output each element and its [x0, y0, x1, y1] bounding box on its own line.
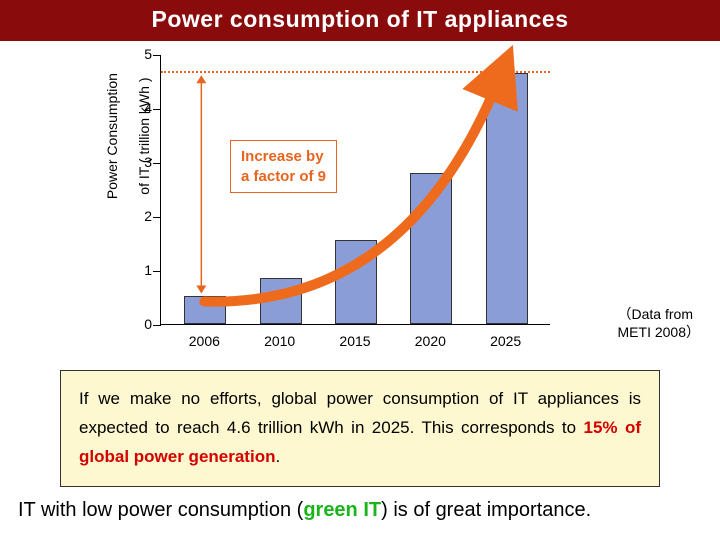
bar	[335, 240, 377, 324]
bar	[184, 296, 226, 324]
callout-text-post: .	[275, 447, 280, 466]
y-tick-label: 5	[122, 46, 152, 62]
bar-chart	[160, 55, 550, 325]
callout-text-pre: If we make no efforts, global power cons…	[79, 389, 641, 437]
page-title: Power consumption of IT appliances	[152, 6, 569, 32]
bar	[486, 73, 528, 324]
x-tick-label: 2020	[400, 333, 460, 349]
callout-box: If we make no efforts, global power cons…	[60, 370, 660, 487]
y-tick-label: 0	[122, 316, 152, 332]
x-tick-label: 2006	[174, 333, 234, 349]
bar	[410, 173, 452, 324]
x-tick-label: 2010	[250, 333, 310, 349]
x-tick-label: 2025	[476, 333, 536, 349]
y-tick-label: 4	[122, 100, 152, 116]
y-tick-label: 1	[122, 262, 152, 278]
y-axis-label: Power Consumption of IT ( trillion kWh )	[88, 50, 152, 230]
y-tick-label: 2	[122, 208, 152, 224]
x-tick-label: 2015	[325, 333, 385, 349]
header-bar: Power consumption of IT appliances	[0, 0, 720, 41]
y-tick-label: 3	[122, 154, 152, 170]
bar	[260, 278, 302, 324]
data-source: （Data from METI 2008）	[618, 305, 700, 341]
green-it-text: green IT	[303, 499, 381, 521]
footer-text: IT with low power consumption (green IT)…	[18, 499, 591, 522]
annotation-box: Increase by a factor of 9	[230, 140, 337, 193]
